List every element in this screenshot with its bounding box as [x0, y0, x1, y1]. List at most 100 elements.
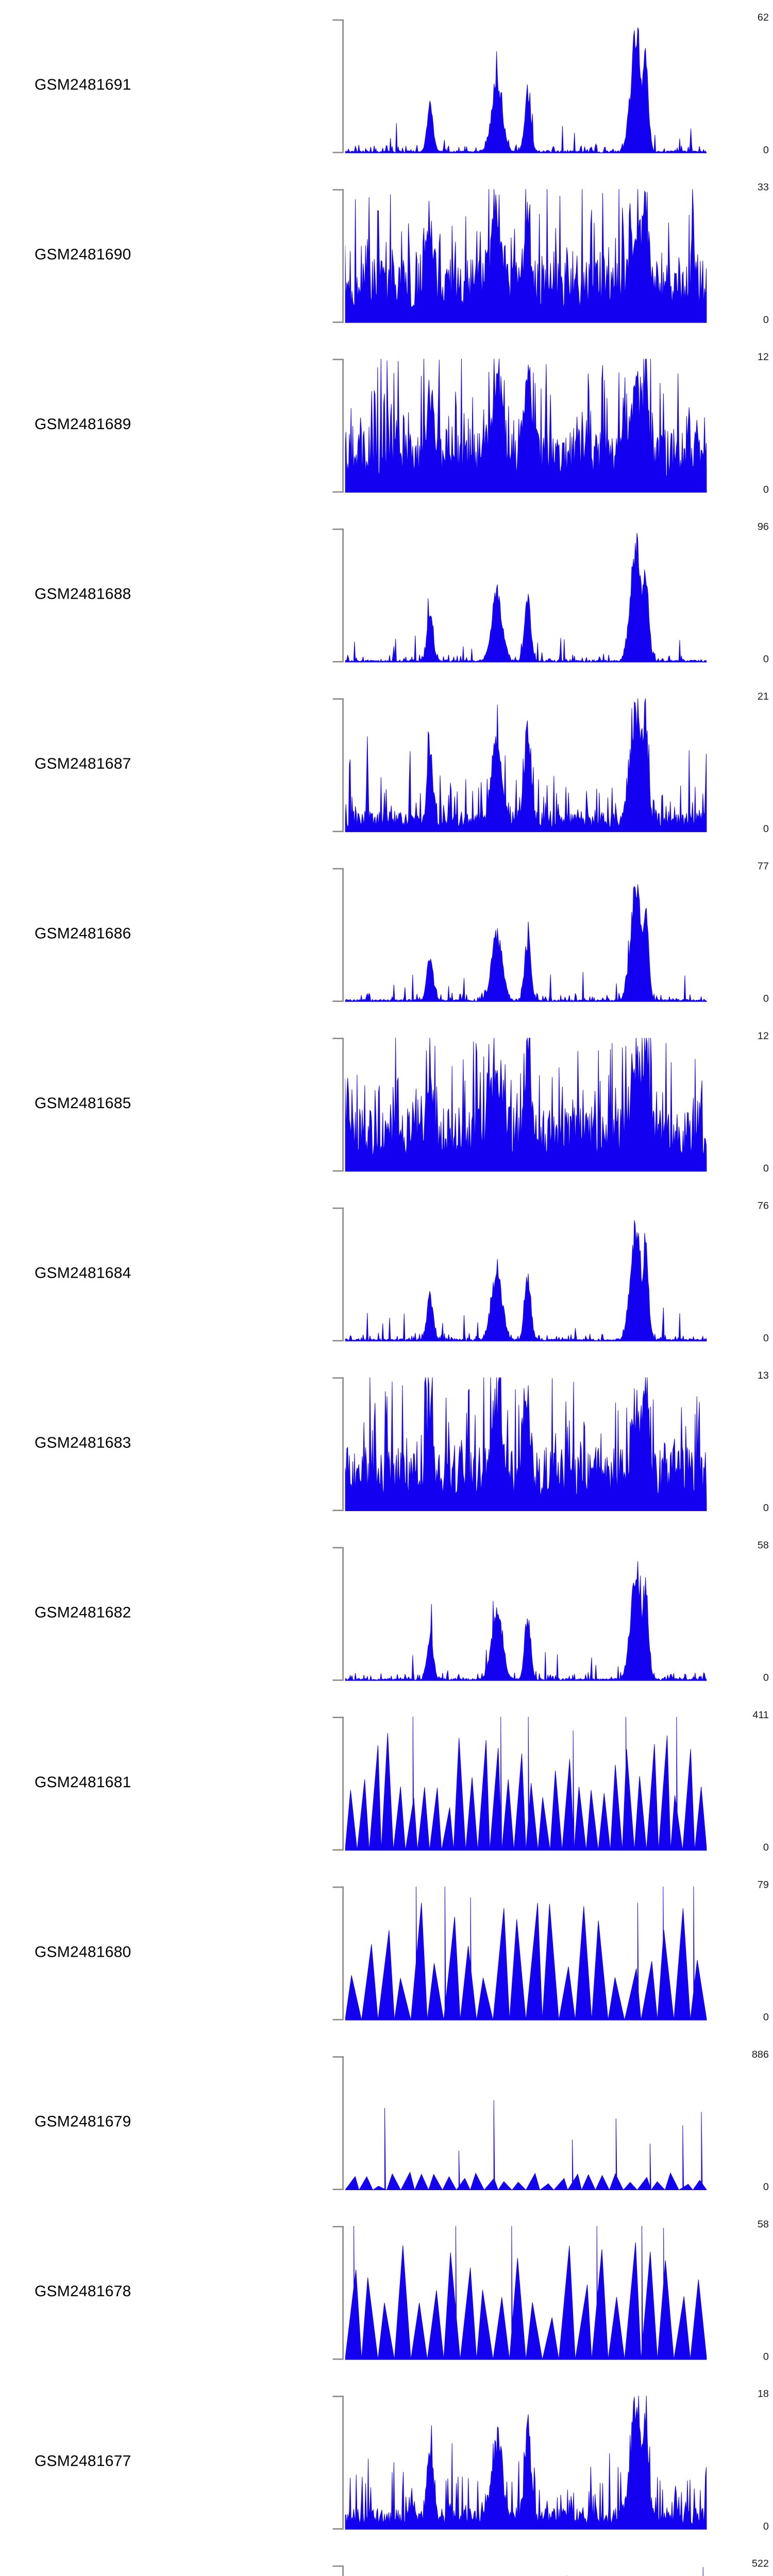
y-axis-tick	[332, 2019, 344, 2021]
y-axis-max-value: 96	[757, 520, 769, 533]
coverage-plot-area[interactable]	[345, 1038, 707, 1172]
y-axis-tick	[332, 1207, 344, 1209]
y-axis-min-label: 0	[461, 483, 773, 496]
coverage-track[interactable]: GSM2481689 12 0	[0, 340, 773, 509]
y-axis-tick	[332, 2358, 344, 2360]
y-axis-tick	[332, 1038, 344, 1039]
y-axis-max-label: 13	[461, 1369, 773, 1381]
track-label-gsm2481684: GSM2481684	[34, 1264, 131, 1282]
y-axis-tick	[332, 189, 344, 191]
coverage-track[interactable]: GSM2481678 58 0	[0, 2207, 773, 2376]
track-label-gsm2481677: GSM2481677	[34, 2453, 131, 2470]
coverage-plot-area[interactable]	[345, 2226, 707, 2360]
coverage-profile	[345, 359, 707, 493]
y-axis-max-value: 79	[757, 1878, 769, 1891]
y-axis-max-label: 12	[461, 1029, 773, 1042]
y-axis-tick	[332, 1510, 344, 1512]
coverage-track[interactable]: GSM2481686 77 0	[0, 849, 773, 1018]
coverage-track[interactable]: GSM2481687 21 0	[0, 679, 773, 849]
y-axis-min-value: 0	[763, 313, 769, 326]
y-axis-tick	[332, 698, 344, 700]
y-axis-max-value: 12	[757, 350, 769, 363]
y-axis-min-value: 0	[763, 1162, 769, 1175]
y-axis-max-label: 79	[461, 1878, 773, 1891]
y-axis-tick	[332, 1679, 344, 1681]
y-axis-max-value: 62	[757, 11, 769, 24]
y-axis-min-label: 0	[461, 1332, 773, 1344]
y-axis-max-value: 522	[751, 2557, 769, 2570]
coverage-plot-area[interactable]	[345, 2566, 707, 2576]
y-axis-tick	[332, 1170, 344, 1172]
coverage-plot-area[interactable]	[345, 529, 707, 663]
coverage-track[interactable]: GSM2481691 62 0	[0, 0, 773, 170]
coverage-track[interactable]: GSM2481690 33 0	[0, 170, 773, 339]
track-label-gsm2481680: GSM2481680	[34, 1943, 131, 1960]
track-label-gsm2481681: GSM2481681	[34, 1774, 131, 1791]
y-axis-min-value: 0	[763, 2350, 769, 2363]
coverage-track[interactable]: GSM24816765220	[0, 2546, 773, 2576]
coverage-plot-area[interactable]	[345, 359, 707, 493]
coverage-plot-area[interactable]	[345, 1208, 707, 1342]
coverage-plot-area[interactable]	[345, 2396, 707, 2530]
coverage-track[interactable]: GSM2481684 76 0	[0, 1188, 773, 1358]
coverage-track[interactable]: GSM2481679 886 0	[0, 2037, 773, 2207]
y-axis-line	[342, 698, 344, 831]
y-axis-min-value: 0	[763, 652, 769, 666]
y-axis-tick	[332, 359, 344, 361]
y-axis-line	[342, 19, 344, 152]
coverage-plot-area[interactable]	[345, 20, 707, 154]
coverage-profile	[345, 2100, 707, 2190]
coverage-profile	[345, 1377, 707, 1512]
y-axis-tick	[332, 661, 344, 663]
track-label-gsm2481678: GSM2481678	[34, 2283, 131, 2300]
y-axis-tick	[332, 1340, 344, 1342]
y-axis-tick	[332, 2056, 344, 2058]
y-axis-min-label: 0	[461, 313, 773, 326]
coverage-profile	[345, 27, 707, 154]
y-axis-max-label: 411	[461, 1708, 773, 1721]
y-axis-line	[342, 528, 344, 662]
coverage-track[interactable]: GSM2481688 96 0	[0, 509, 773, 679]
coverage-plot-area[interactable]	[345, 1717, 707, 1851]
y-axis-line	[342, 1038, 344, 1171]
coverage-plot-area[interactable]	[345, 698, 707, 833]
y-axis-line	[342, 868, 344, 1001]
y-axis-min-value: 0	[763, 143, 769, 156]
y-axis-min-label: 0	[461, 144, 773, 156]
y-axis-max-label: 77	[461, 860, 773, 872]
coverage-track[interactable]: GSM2481685 12 0	[0, 1019, 773, 1188]
y-axis-line	[342, 1377, 344, 1510]
coverage-track[interactable]: GSM2481677 18 0	[0, 2377, 773, 2546]
coverage-profile	[345, 1038, 707, 1172]
coverage-profile	[345, 2226, 707, 2360]
y-axis-max-label: 33	[461, 181, 773, 193]
y-axis-min-value: 0	[763, 2180, 769, 2193]
y-axis-line	[342, 1547, 344, 1680]
coverage-plot-area[interactable]	[345, 189, 707, 323]
coverage-plot-area[interactable]	[345, 2056, 707, 2190]
coverage-profile	[345, 1717, 707, 1851]
coverage-track[interactable]: GSM2481681 411 0	[0, 1698, 773, 1867]
y-axis-line	[342, 2056, 344, 2189]
coverage-track[interactable]: GSM2481682 58 0	[0, 1528, 773, 1697]
coverage-plot-area[interactable]	[345, 868, 707, 1002]
coverage-plot-area[interactable]	[345, 1547, 707, 1681]
track-label-gsm2481683: GSM2481683	[34, 1434, 131, 1451]
coverage-profile	[345, 2396, 707, 2530]
y-axis-min-value: 0	[763, 2520, 769, 2533]
coverage-plot-area[interactable]	[345, 1377, 707, 1512]
y-axis-min-value: 0	[763, 992, 769, 1005]
coverage-profile	[345, 189, 707, 323]
y-axis-tick	[332, 831, 344, 833]
y-axis-max-value: 886	[751, 2048, 769, 2061]
y-axis-max-value: 76	[757, 1199, 769, 1212]
coverage-track[interactable]: GSM2481683 13 0	[0, 1358, 773, 1528]
y-axis-tick	[332, 1886, 344, 1888]
coverage-plot-area[interactable]	[345, 1886, 707, 2021]
y-axis-min-label: 0	[461, 2180, 773, 2193]
y-axis-min-label: 0	[461, 1841, 773, 1853]
y-axis-min-label: 0	[461, 1671, 773, 1684]
coverage-track[interactable]: GSM2481680 79 0	[0, 1867, 773, 2037]
y-axis-min-value: 0	[763, 483, 769, 496]
